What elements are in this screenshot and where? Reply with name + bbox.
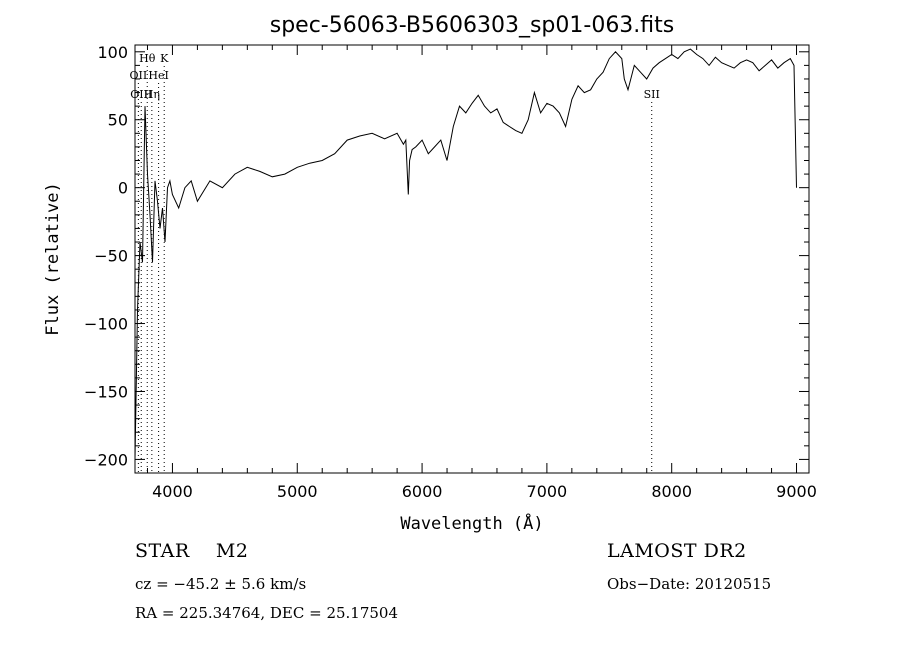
spectral-line-label: Hθ — [139, 52, 156, 65]
spectral-line-label: SII — [644, 88, 660, 101]
x-tick-label: 5000 — [277, 482, 318, 501]
y-tick-label: −150 — [84, 382, 128, 401]
spectral-line-label: Hη — [144, 88, 160, 101]
spectral-line-label: OIII — [130, 88, 152, 101]
y-tick-label: 100 — [97, 43, 128, 62]
spectral-line-label: OII — [130, 69, 148, 82]
x-tick-label: 6000 — [402, 482, 443, 501]
object-class-label: STAR — [135, 540, 190, 562]
x-tick-label: 8000 — [651, 482, 692, 501]
y-tick-label: 0 — [118, 179, 128, 198]
x-tick-label: 4000 — [152, 482, 193, 501]
x-tick-label: 9000 — [776, 482, 817, 501]
y-tick-label: −50 — [94, 247, 128, 266]
spectral-line-label: HeI — [148, 69, 168, 82]
cz-value: cz = −45.2 ± 5.6 km/s — [135, 575, 307, 593]
spectrum-line — [134, 48, 797, 460]
y-tick-label: −200 — [84, 450, 128, 469]
chart-title: spec-56063-B5606303_sp01-063.fits — [270, 13, 675, 38]
object-subclass: M2 — [215, 540, 249, 562]
y-tick-label: 50 — [108, 111, 128, 130]
y-axis-label: Flux (relative) — [43, 182, 63, 336]
spectral-line-label: K — [160, 52, 169, 65]
object-class: STAR M2 — [135, 540, 248, 562]
x-tick-label: 7000 — [527, 482, 568, 501]
plot-frame — [134, 44, 810, 474]
survey-label: LAMOST DR2 — [607, 540, 747, 562]
y-tick-label: −100 — [84, 315, 128, 334]
obs-date: Obs−Date: 20120515 — [607, 575, 772, 593]
coordinates: RA = 225.34764, DEC = 25.17504 — [135, 604, 399, 622]
x-axis-label: Wavelength (Å) — [400, 512, 543, 534]
